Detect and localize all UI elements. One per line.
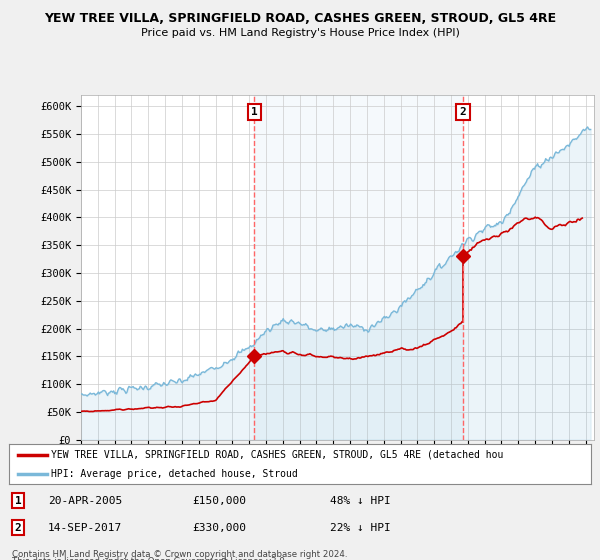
- Text: This data is licensed under the Open Government Licence v3.0.: This data is licensed under the Open Gov…: [12, 557, 287, 560]
- Text: Price paid vs. HM Land Registry's House Price Index (HPI): Price paid vs. HM Land Registry's House …: [140, 28, 460, 38]
- Text: 1: 1: [251, 107, 257, 117]
- Text: 1: 1: [14, 496, 22, 506]
- Text: 48% ↓ HPI: 48% ↓ HPI: [330, 496, 391, 506]
- Text: 22% ↓ HPI: 22% ↓ HPI: [330, 522, 391, 533]
- Text: 20-APR-2005: 20-APR-2005: [48, 496, 122, 506]
- Text: 2: 2: [460, 107, 466, 117]
- Text: HPI: Average price, detached house, Stroud: HPI: Average price, detached house, Stro…: [51, 469, 298, 478]
- Bar: [254, 95, 463, 440]
- Text: £150,000: £150,000: [192, 496, 246, 506]
- Text: £330,000: £330,000: [192, 522, 246, 533]
- Text: YEW TREE VILLA, SPRINGFIELD ROAD, CASHES GREEN, STROUD, GL5 4RE (detached hou: YEW TREE VILLA, SPRINGFIELD ROAD, CASHES…: [51, 450, 503, 460]
- Text: Contains HM Land Registry data © Crown copyright and database right 2024.: Contains HM Land Registry data © Crown c…: [12, 550, 347, 559]
- Text: YEW TREE VILLA, SPRINGFIELD ROAD, CASHES GREEN, STROUD, GL5 4RE: YEW TREE VILLA, SPRINGFIELD ROAD, CASHES…: [44, 12, 556, 25]
- Text: 2: 2: [14, 522, 22, 533]
- Text: 14-SEP-2017: 14-SEP-2017: [48, 522, 122, 533]
